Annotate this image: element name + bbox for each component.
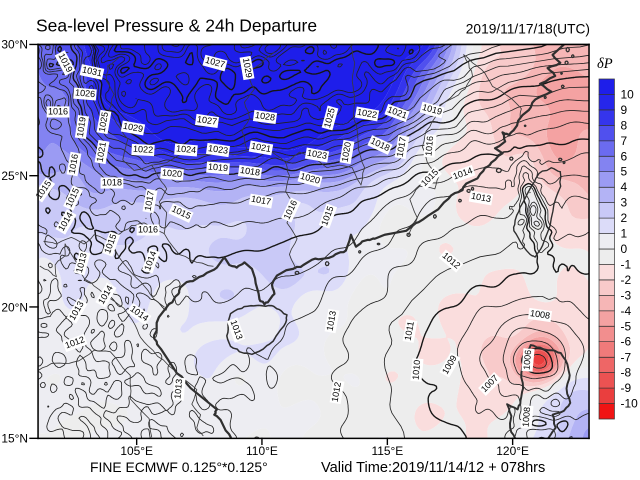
svg-text:1016: 1016 — [67, 153, 80, 174]
svg-text:-7: -7 — [621, 350, 632, 364]
svg-text:2019/11/17/18(UTC): 2019/11/17/18(UTC) — [466, 21, 590, 36]
svg-text:1017: 1017 — [250, 194, 271, 207]
svg-text:5: 5 — [621, 165, 628, 179]
svg-text:30°N: 30°N — [1, 38, 28, 52]
svg-text:1025: 1025 — [322, 107, 337, 129]
svg-text:1017: 1017 — [395, 136, 408, 157]
svg-text:7: 7 — [621, 134, 628, 148]
svg-text:1016: 1016 — [138, 224, 158, 234]
svg-text:1025: 1025 — [97, 111, 110, 132]
svg-text:1028: 1028 — [254, 110, 275, 123]
svg-text:1: 1 — [621, 227, 628, 241]
svg-text:1022: 1022 — [133, 144, 154, 155]
svg-text:4: 4 — [621, 180, 628, 194]
svg-text:1013: 1013 — [470, 191, 491, 204]
svg-text:115°E: 115°E — [371, 444, 403, 458]
svg-text:6: 6 — [621, 149, 628, 163]
svg-text:-1: -1 — [621, 257, 632, 271]
svg-text:-6: -6 — [621, 335, 632, 349]
svg-text:1027: 1027 — [204, 55, 226, 70]
svg-text:105°E: 105°E — [120, 444, 153, 458]
svg-text:1017: 1017 — [143, 190, 156, 211]
svg-text:25°N: 25°N — [1, 169, 28, 183]
svg-text:15°N: 15°N — [1, 432, 28, 446]
svg-text:-2: -2 — [621, 273, 632, 287]
svg-text:2: 2 — [621, 211, 628, 225]
svg-text:1012: 1012 — [330, 381, 343, 402]
svg-text:1020: 1020 — [162, 167, 183, 179]
svg-text:1013: 1013 — [74, 252, 89, 274]
svg-text:1020: 1020 — [299, 171, 321, 186]
svg-text:-4: -4 — [621, 304, 632, 318]
svg-text:1018: 1018 — [239, 165, 260, 178]
svg-text:1031: 1031 — [81, 64, 103, 78]
svg-text:-5: -5 — [621, 319, 632, 333]
svg-text:3: 3 — [621, 196, 628, 210]
svg-text:1013: 1013 — [172, 378, 184, 399]
svg-text:120°E: 120°E — [496, 444, 529, 458]
svg-text:20°N: 20°N — [1, 300, 28, 314]
svg-text:1023: 1023 — [207, 143, 228, 156]
svg-text:1019: 1019 — [75, 116, 88, 137]
svg-text:9: 9 — [621, 103, 628, 117]
svg-text:δP: δP — [597, 56, 613, 72]
svg-text:1013: 1013 — [325, 310, 338, 331]
svg-text:1008: 1008 — [529, 308, 550, 321]
svg-text:FINE ECMWF 0.125°*0.125°: FINE ECMWF 0.125°*0.125° — [90, 459, 268, 475]
svg-text:1029: 1029 — [241, 57, 254, 78]
svg-text:-3: -3 — [621, 288, 632, 302]
svg-text:Valid Time:2019/11/14/12 + 078: Valid Time:2019/11/14/12 + 078hrs — [321, 460, 545, 476]
svg-text:0: 0 — [621, 242, 628, 256]
svg-text:1018: 1018 — [102, 177, 122, 187]
svg-text:1016: 1016 — [423, 136, 435, 157]
svg-text:1024: 1024 — [176, 143, 197, 155]
svg-text:1019: 1019 — [208, 161, 229, 173]
svg-text:8: 8 — [621, 118, 628, 132]
svg-text:1029: 1029 — [122, 121, 143, 134]
svg-text:1008: 1008 — [521, 407, 533, 428]
svg-text:-10: -10 — [621, 396, 639, 410]
svg-text:-9: -9 — [621, 381, 632, 395]
svg-text:1006: 1006 — [521, 349, 533, 370]
svg-text:1027: 1027 — [196, 114, 217, 127]
svg-text:-8: -8 — [621, 366, 632, 380]
svg-text:1021: 1021 — [250, 141, 271, 154]
svg-text:110°E: 110°E — [246, 444, 278, 458]
svg-text:1026: 1026 — [75, 87, 96, 99]
svg-text:1022: 1022 — [356, 107, 377, 120]
svg-text:1010: 1010 — [411, 359, 423, 380]
svg-text:10: 10 — [621, 87, 635, 101]
svg-text:1020: 1020 — [340, 141, 353, 162]
svg-text:1023: 1023 — [306, 148, 327, 161]
svg-text:1016: 1016 — [48, 106, 68, 116]
svg-text:1019: 1019 — [421, 102, 443, 117]
svg-text:1021: 1021 — [95, 141, 108, 162]
svg-text:1011: 1011 — [403, 320, 416, 341]
svg-text:Sea-level Pressure & 24h Depar: Sea-level Pressure & 24h Departure — [36, 16, 317, 36]
